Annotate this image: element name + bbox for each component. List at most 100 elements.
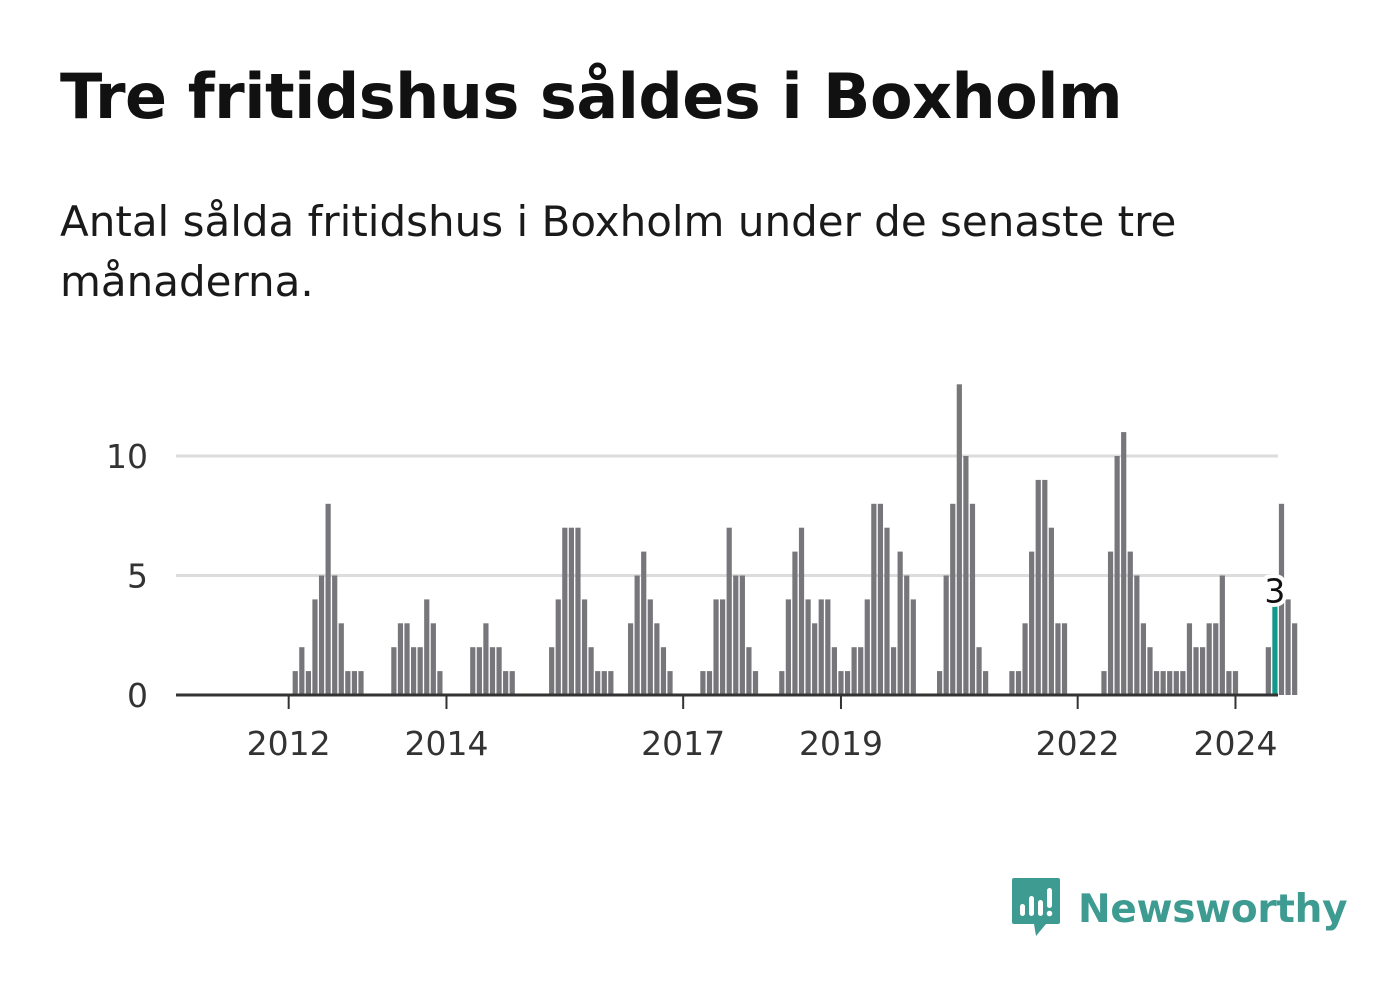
bar bbox=[792, 551, 798, 695]
bar bbox=[871, 503, 877, 695]
bar bbox=[509, 671, 515, 695]
bar bbox=[884, 527, 890, 695]
bar bbox=[647, 599, 653, 695]
bars bbox=[292, 384, 1298, 695]
bar bbox=[568, 527, 574, 695]
x-tick-label: 2014 bbox=[404, 724, 488, 763]
bar bbox=[720, 599, 726, 695]
bar bbox=[851, 647, 857, 695]
chart-subtitle: Antal sålda fritidshus i Boxholm under d… bbox=[60, 197, 1177, 306]
bar bbox=[897, 551, 903, 695]
bar bbox=[627, 623, 634, 695]
bar bbox=[1127, 551, 1133, 695]
bar bbox=[476, 647, 482, 695]
bar bbox=[654, 623, 660, 695]
bar bbox=[312, 599, 318, 695]
bar bbox=[752, 671, 759, 695]
bar bbox=[1114, 456, 1120, 695]
bar bbox=[641, 551, 647, 695]
bar bbox=[831, 647, 837, 695]
bar bbox=[549, 647, 555, 695]
bar bbox=[1055, 623, 1061, 695]
bar bbox=[976, 647, 982, 695]
bar bbox=[470, 647, 476, 695]
bar bbox=[325, 503, 331, 695]
bar bbox=[956, 384, 962, 695]
bar bbox=[1285, 599, 1291, 695]
brand-logo: Newsworthy bbox=[1010, 876, 1348, 942]
bar bbox=[483, 623, 489, 695]
y-tick-label: 5 bbox=[127, 557, 148, 596]
bar bbox=[332, 575, 338, 695]
bar bbox=[864, 599, 870, 695]
bar bbox=[595, 671, 601, 695]
bar bbox=[838, 671, 844, 695]
bar bbox=[1101, 671, 1107, 695]
bar bbox=[1107, 551, 1114, 695]
bar bbox=[588, 647, 594, 695]
x-tick-label: 2012 bbox=[247, 724, 331, 763]
bar bbox=[1180, 671, 1186, 695]
bar bbox=[430, 623, 436, 695]
bar bbox=[1042, 479, 1048, 695]
newsworthy-logo-icon bbox=[1012, 878, 1060, 936]
bar bbox=[581, 599, 588, 695]
bar bbox=[496, 647, 502, 695]
bar bbox=[1206, 623, 1212, 695]
bar bbox=[1173, 671, 1179, 695]
x-tick-label: 2017 bbox=[641, 724, 725, 763]
bar bbox=[318, 575, 325, 695]
x-tick-label: 2022 bbox=[1036, 724, 1120, 763]
chart-title: Tre fritidshus såldes i Boxholm bbox=[60, 60, 1123, 133]
bar bbox=[844, 671, 851, 695]
bar bbox=[877, 503, 884, 695]
bar bbox=[706, 671, 713, 695]
bar bbox=[805, 599, 811, 695]
bar bbox=[818, 599, 824, 695]
bar bbox=[299, 647, 305, 695]
bar bbox=[1219, 575, 1225, 695]
y-tick-label: 0 bbox=[127, 676, 148, 715]
x-tick-label: 2019 bbox=[799, 724, 883, 763]
bar bbox=[424, 599, 430, 695]
bar bbox=[608, 671, 614, 695]
highlight-value-label: 3 bbox=[1264, 571, 1285, 610]
bar bbox=[1226, 671, 1232, 695]
bar bbox=[437, 671, 443, 695]
bar bbox=[1035, 479, 1041, 695]
bar bbox=[1134, 575, 1140, 695]
bar bbox=[746, 647, 752, 695]
bar bbox=[983, 671, 989, 695]
bar bbox=[890, 647, 897, 695]
bar bbox=[1015, 671, 1022, 695]
bar bbox=[1147, 647, 1153, 695]
bar bbox=[1265, 647, 1271, 695]
bar bbox=[825, 599, 831, 695]
bar bbox=[397, 623, 404, 695]
bar bbox=[733, 575, 739, 695]
bar bbox=[1022, 623, 1028, 695]
bar bbox=[1140, 623, 1147, 695]
bar bbox=[1029, 551, 1035, 695]
bar bbox=[950, 503, 956, 695]
bar bbox=[713, 599, 719, 695]
bar bbox=[1160, 671, 1166, 695]
bar bbox=[812, 623, 818, 695]
bar bbox=[503, 671, 509, 695]
bar bbox=[739, 575, 745, 695]
bar bbox=[1200, 647, 1206, 695]
bar bbox=[1167, 671, 1173, 695]
bar bbox=[358, 671, 364, 695]
bar bbox=[305, 671, 311, 695]
y-tick-label: 10 bbox=[106, 437, 148, 476]
bar bbox=[1213, 623, 1219, 695]
labels: 0 5 10 2012 2014 2017 2019 2022 2024 3 bbox=[106, 437, 1289, 763]
bar-highlight bbox=[1272, 599, 1278, 695]
bar bbox=[575, 527, 581, 695]
bar bbox=[1061, 623, 1068, 695]
bar bbox=[1186, 623, 1193, 695]
bar bbox=[937, 671, 943, 695]
bar bbox=[1232, 671, 1239, 695]
bar bbox=[726, 527, 732, 695]
bar bbox=[910, 599, 916, 695]
